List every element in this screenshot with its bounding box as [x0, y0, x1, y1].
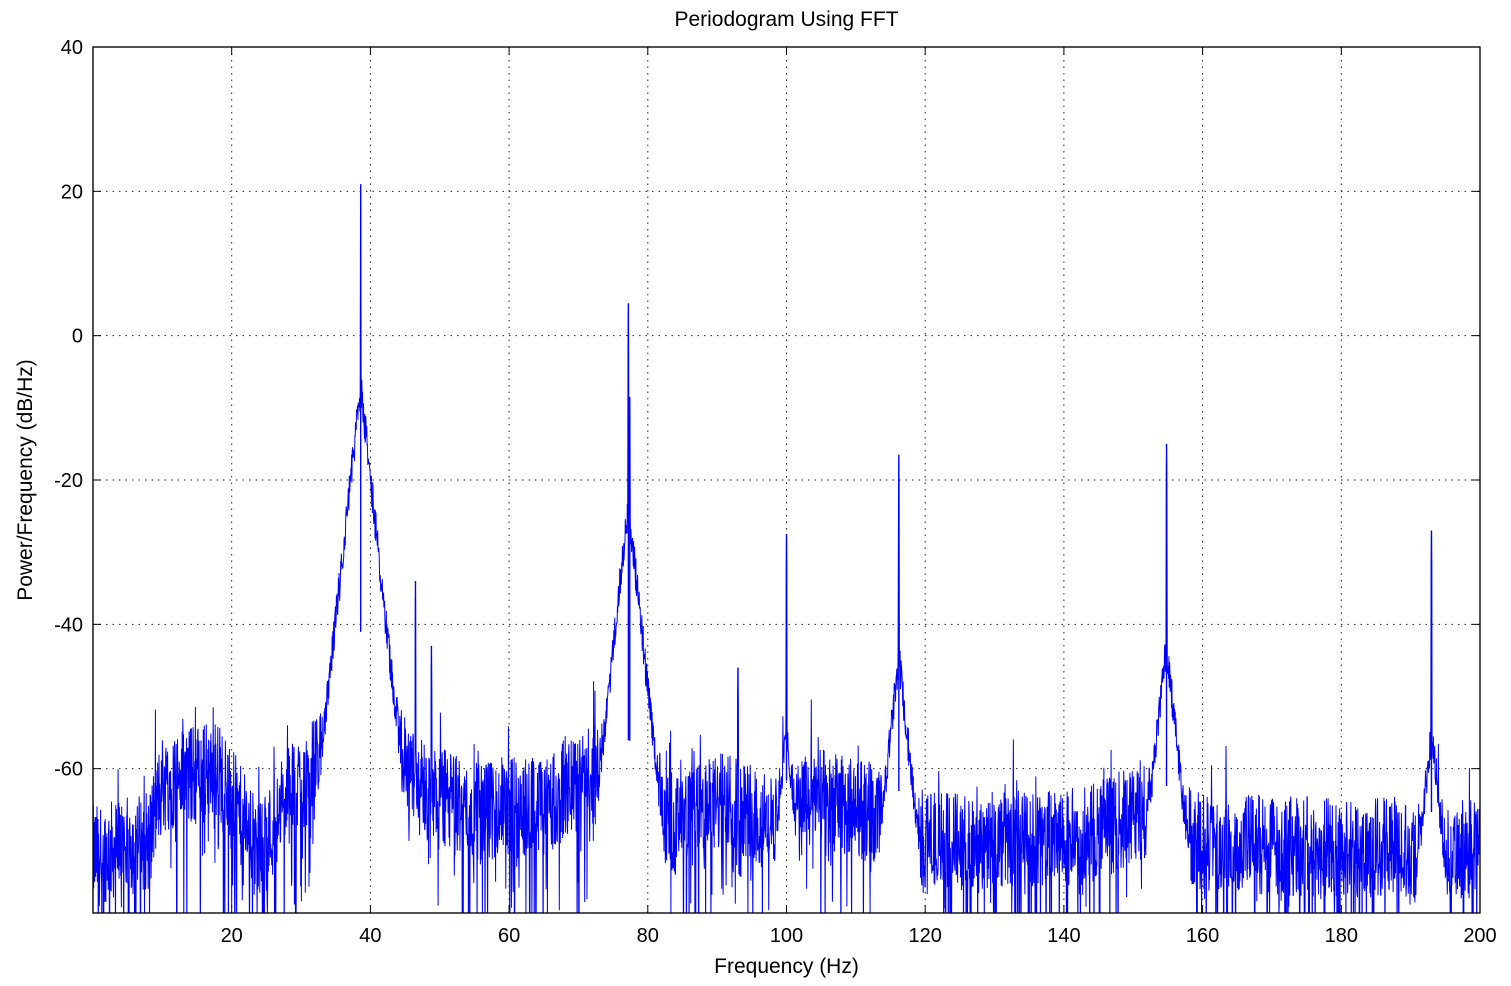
- data-series: [93, 184, 1480, 913]
- y-axis-title: Power/Frequency (dB/Hz): [14, 359, 37, 601]
- x-tick-label: 180: [1325, 925, 1358, 947]
- x-tick-label: 60: [498, 925, 520, 947]
- x-tick-label: 120: [909, 925, 942, 947]
- y-tick-label: 0: [72, 326, 83, 348]
- y-tick-label: -40: [54, 614, 83, 636]
- x-tick-label: 20: [221, 925, 243, 947]
- y-tick-label: 40: [61, 37, 83, 59]
- y-tick-label: -20: [54, 470, 83, 492]
- x-tick-label: 80: [637, 925, 659, 947]
- y-tick-label: 20: [61, 181, 83, 203]
- x-tick-label: 200: [1463, 925, 1496, 947]
- spectrum-line: [93, 197, 1480, 913]
- x-tick-label: 100: [770, 925, 803, 947]
- x-tick-label: 140: [1047, 925, 1080, 947]
- x-axis-title: Frequency (Hz): [714, 955, 859, 978]
- y-tick-label: -60: [54, 759, 83, 781]
- x-tick-label: 40: [359, 925, 381, 947]
- x-tick-label: 160: [1186, 925, 1219, 947]
- chart-title: Periodogram Using FFT: [674, 8, 898, 31]
